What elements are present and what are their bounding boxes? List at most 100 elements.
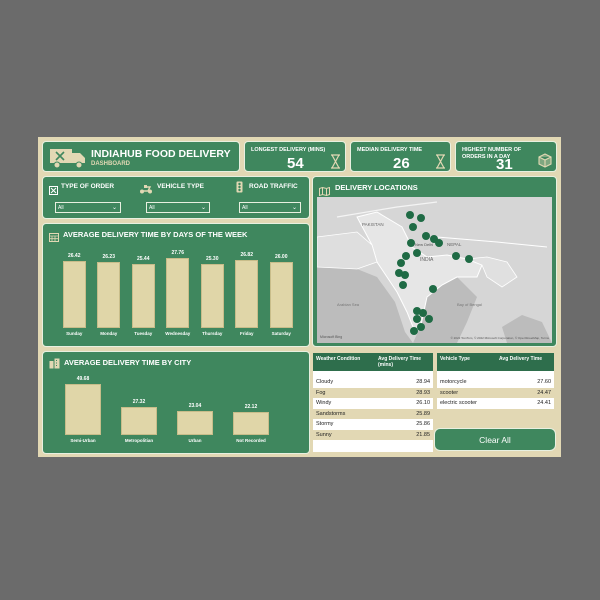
map-point[interactable] <box>417 323 425 331</box>
table-cell: Cloudy <box>316 379 334 385</box>
map-point[interactable] <box>402 252 410 260</box>
map-point[interactable] <box>422 232 430 240</box>
order-type-dropdown[interactable]: All ⌄ <box>55 202 121 213</box>
category-label: Urban <box>188 438 202 443</box>
category-label: Semi-Urban <box>70 438 96 443</box>
table-row[interactable]: Windy 26.10 <box>313 398 433 409</box>
order-filter-icon <box>49 182 58 200</box>
column-header[interactable]: Avg Delivery Time (mins) <box>378 356 422 368</box>
category-label: Tuesday <box>134 331 153 336</box>
table-cell: 24.41 <box>537 400 551 406</box>
header-panel: INDIAHUB FOOD DELIVERY DASHBOARD <box>42 141 240 172</box>
table-cell: 28.94 <box>416 379 430 385</box>
column-header[interactable]: Weather Condition <box>316 356 361 362</box>
category-label: Friday <box>239 331 254 336</box>
map-point[interactable] <box>409 223 417 231</box>
map-attribution[interactable]: © 2022 TomTom, © 2022 Microsoft Corporat… <box>450 336 549 340</box>
map-point[interactable] <box>406 211 414 219</box>
chart-bar[interactable] <box>269 262 293 328</box>
category-label: Not Recorded <box>236 438 266 443</box>
table-row[interactable]: Stormy 25.86 <box>313 419 433 430</box>
category-label: Monday <box>100 331 118 336</box>
clear-all-button[interactable]: Clear All <box>434 428 556 451</box>
delivery-truck-icon <box>49 147 87 169</box>
map-label-nepal: NEPAL <box>447 242 462 247</box>
map-point[interactable] <box>410 327 418 335</box>
map-icon <box>319 183 330 201</box>
map-point[interactable] <box>401 271 409 279</box>
hourglass-icon <box>435 154 446 174</box>
filters-panel: TYPE OF ORDER VEHICLE TYPE ROAD TRAFFIC … <box>42 176 310 219</box>
city-chart-title: AVERAGE DELIVERY TIME BY CITY <box>64 358 192 367</box>
table-header: Weather Condition Avg Delivery Time (min… <box>313 353 433 371</box>
map-point[interactable] <box>397 259 405 267</box>
map-canvas[interactable]: PAKISTAN NEPAL INDIA New Delhi Arabian S… <box>317 197 552 343</box>
map-point[interactable] <box>413 315 421 323</box>
table-row[interactable]: electric scooter 24.41 <box>437 398 554 409</box>
filter-label-traffic: ROAD TRAFFIC <box>249 183 298 190</box>
chart-bar[interactable] <box>131 263 155 328</box>
map-point[interactable] <box>413 307 421 315</box>
map-point[interactable] <box>399 281 407 289</box>
map-panel: DELIVERY LOCATIONS PAKISTAN NEPAL INDIA … <box>312 176 557 347</box>
chart-bar[interactable] <box>233 412 269 435</box>
chart-bar[interactable] <box>235 260 259 328</box>
table-row[interactable]: Sunny 21.85 <box>313 429 433 440</box>
data-label: 26.82 <box>240 252 253 259</box>
table-cell: 28.93 <box>416 389 430 396</box>
table-row[interactable]: motorcycle 27.60 <box>437 377 554 388</box>
table-cell: Sunny <box>316 431 332 438</box>
vehicle-type-dropdown[interactable]: All ⌄ <box>146 202 210 213</box>
chart-bar[interactable] <box>97 261 121 328</box>
kpi-label: LONGEST DELIVERY (mins) <box>251 147 326 153</box>
category-label: Saturday <box>271 331 291 336</box>
column-header[interactable]: Vehicle Type <box>440 356 470 362</box>
table-cell: motorcycle <box>440 379 467 385</box>
table-row[interactable]: Cloudy 28.94 <box>313 377 433 388</box>
city-buildings-icon <box>49 356 60 374</box>
table-cell: 25.89 <box>416 410 430 417</box>
table-cell: Sandstorms <box>316 410 346 417</box>
table-cell: Fog <box>316 389 326 396</box>
map-point[interactable] <box>419 309 427 317</box>
table-row[interactable]: Fog 28.93 <box>313 387 433 398</box>
table-row[interactable]: Sandstorms 25.89 <box>313 408 433 419</box>
chart-bar[interactable] <box>177 411 213 435</box>
table-cell: 24.47 <box>537 389 551 396</box>
table-cell: electric scooter <box>440 400 477 406</box>
kpi-value: 26 <box>393 155 410 172</box>
chart-bar[interactable] <box>62 261 86 328</box>
map-point[interactable] <box>452 252 460 260</box>
data-label: 26.23 <box>102 253 115 260</box>
map-point[interactable] <box>417 214 425 222</box>
map-point[interactable] <box>430 235 438 243</box>
vehicle-table: Vehicle Type Avg Delivery Time motorcycl… <box>437 353 554 409</box>
kpi-label: HIGHEST NUMBER OF ORDERS IN A DAY <box>462 147 522 160</box>
chart-bar[interactable] <box>200 263 224 328</box>
weather-table: Weather Condition Avg Delivery Time (min… <box>313 353 433 452</box>
dropdown-value: All <box>149 205 155 211</box>
package-icon <box>538 153 552 173</box>
table-cell: Windy <box>316 400 332 406</box>
map-point[interactable] <box>435 239 443 247</box>
map-point[interactable] <box>425 315 433 323</box>
chevron-down-icon: ⌄ <box>291 205 297 211</box>
chart-bar[interactable] <box>121 407 157 435</box>
chevron-down-icon: ⌄ <box>200 205 206 211</box>
road-traffic-dropdown[interactable]: All ⌄ <box>239 202 301 213</box>
map-point[interactable] <box>429 285 437 293</box>
category-label: Metropolitian <box>124 438 154 443</box>
data-label: 22.12 <box>244 404 258 411</box>
map-point[interactable] <box>465 255 473 263</box>
column-header[interactable]: Avg Delivery Time <box>499 356 543 362</box>
map-point[interactable] <box>407 239 415 247</box>
category-label: Wednesday <box>165 331 191 336</box>
chart-bar[interactable] <box>65 384 101 435</box>
table-row[interactable]: scooter 24.47 <box>437 387 554 398</box>
map-label-pakistan: PAKISTAN <box>362 222 384 227</box>
map-point[interactable] <box>413 249 421 257</box>
map-label-arabian-sea: Arabian Sea <box>337 302 360 307</box>
map-point[interactable] <box>395 269 403 277</box>
chart-bar[interactable] <box>166 257 190 328</box>
table-cell: 27.60 <box>537 379 551 385</box>
